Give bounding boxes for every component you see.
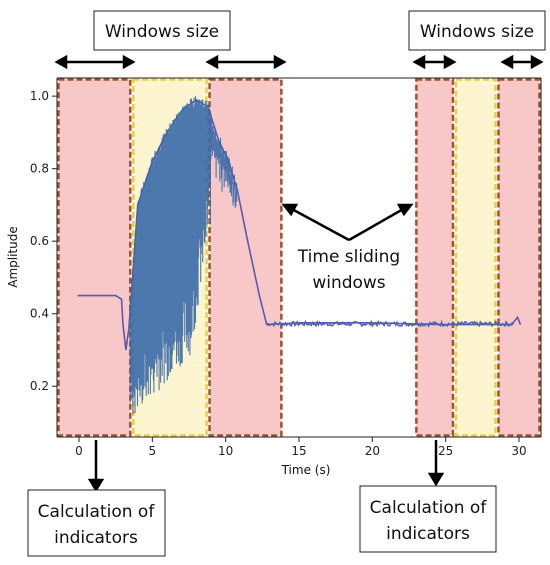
calc-label-right-line1: Calculation of: [370, 498, 488, 518]
x-tick-label: 30: [511, 444, 526, 458]
calculation-window-2: [208, 78, 283, 437]
x-tick-label: 20: [365, 444, 380, 458]
calc-arrow-left: [87, 440, 105, 493]
y-tick-label: 0.6: [30, 234, 49, 248]
calc-label-left-box: [27, 489, 166, 557]
arrowhead: [87, 478, 105, 493]
windows-size-label-left: Windows size: [105, 22, 219, 42]
arrowhead: [443, 54, 457, 70]
calc-label-left-line2: indicators: [54, 528, 138, 548]
x-axis-title: Time (s): [281, 463, 331, 477]
arrowhead: [500, 54, 514, 70]
calc-arrow-right: [427, 440, 445, 487]
time-sliding-arrow-left: [289, 206, 350, 242]
arrowhead: [122, 54, 136, 70]
calculation-window-0: [57, 78, 132, 437]
calc-label-left-line1: Calculation of: [38, 502, 156, 522]
time-sliding-label-line1: Time sliding: [297, 247, 400, 267]
signal-steady-segment: [266, 319, 514, 328]
x-tick-label: 25: [438, 444, 453, 458]
windows-size-label-right: Windows size: [420, 22, 534, 42]
signal-series: [77, 96, 522, 415]
sliding-windows: [57, 78, 541, 437]
arrowhead: [412, 54, 426, 70]
window-size-arrows-left: [54, 54, 287, 70]
arrowhead: [273, 54, 287, 70]
x-tick-label: 10: [218, 444, 233, 458]
overlap-window-4: [454, 78, 497, 437]
arrowhead: [396, 203, 414, 217]
x-tick-label: 5: [149, 444, 157, 458]
time-sliding-text-background: [290, 240, 410, 296]
calc-label-right-line2: indicators: [386, 524, 470, 544]
windows-size-label-right-box: [408, 10, 546, 51]
y-tick-label: 0.8: [30, 162, 49, 176]
time-sliding-label-line2: windows: [312, 273, 385, 293]
x-tick-label: 15: [291, 444, 306, 458]
y-axis-title: Amplitude: [6, 226, 20, 288]
calculation-window-3: [415, 78, 455, 437]
y-tick-label: 1.0: [30, 89, 49, 103]
ticks: 0 5 10 15 20 25 30 0.2 0.4 0.6 0.8 1.0: [30, 89, 527, 458]
window-size-arrows-right: [412, 54, 544, 70]
calculation-window-5: [497, 78, 541, 437]
arrowhead: [281, 203, 299, 217]
arrowhead: [205, 54, 219, 70]
calc-label-right-box: [359, 485, 497, 553]
y-tick-label: 0.2: [30, 379, 49, 393]
arrowhead: [54, 54, 68, 70]
arrowhead: [427, 472, 445, 487]
windows-size-label-left-box: [93, 10, 231, 51]
time-sliding-annotation: Time sliding windows: [281, 203, 414, 296]
time-sliding-arrow-right: [348, 206, 406, 242]
x-tick-label: 0: [75, 444, 83, 458]
signal-oscillation: [129, 96, 238, 415]
arrowhead: [530, 54, 544, 70]
y-tick-label: 0.4: [30, 307, 49, 321]
